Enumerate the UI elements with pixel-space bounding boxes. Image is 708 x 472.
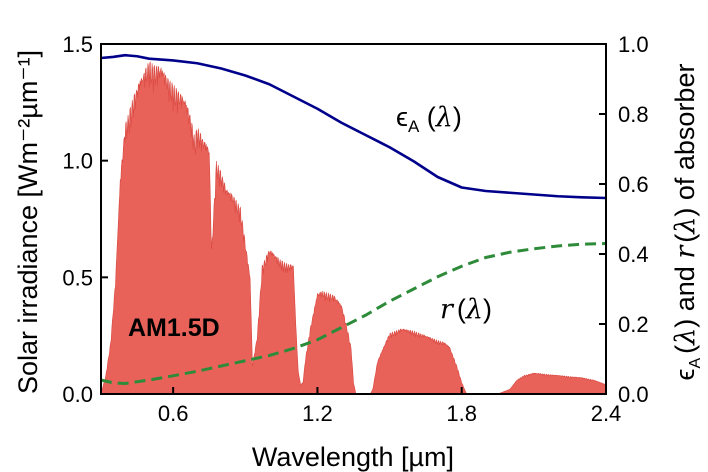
- left-y-tick-label: 1.5: [62, 32, 93, 57]
- right-title-eps-sub: A: [687, 358, 704, 369]
- right-y-tick-label: 0.2: [618, 312, 649, 337]
- reflectance-symbol: r: [440, 294, 455, 325]
- right-title-lambda-1: λ: [670, 328, 701, 346]
- x-tick-label: 1.2: [302, 401, 333, 426]
- emissivity-lambda: λ: [435, 102, 453, 133]
- right-y-tick-label: 0.6: [618, 172, 649, 197]
- x-axis-title: Wavelength [µm]: [252, 442, 454, 472]
- right-title-close-2: ): [670, 208, 700, 217]
- reflectance-lambda: λ: [465, 294, 483, 325]
- reflectance-open-paren: (: [457, 294, 466, 324]
- left-y-tick-label: 1.0: [62, 149, 93, 174]
- x-tick-label: 0.6: [158, 401, 189, 426]
- right-title-lambda-2: λ: [670, 217, 701, 235]
- emissivity-label: ϵA (λ): [396, 102, 462, 136]
- emissivity-symbol: ϵ: [396, 102, 408, 132]
- right-y-tick-label: 0.0: [618, 382, 649, 407]
- right-title-r: r: [670, 244, 701, 259]
- x-tick-label: 2.4: [591, 401, 622, 426]
- right-title-open-2: (: [670, 234, 700, 243]
- plot-frame: [100, 43, 607, 395]
- right-title-eps: ϵ: [670, 369, 700, 381]
- left-y-tick-label: 0.0: [62, 382, 93, 407]
- reflectance-close-paren: ): [483, 294, 492, 324]
- plot-content: [100, 53, 607, 395]
- right-y-tick-label: 1.0: [618, 32, 649, 57]
- reflectance-label: r (λ): [440, 294, 492, 325]
- x-tick-label: 1.8: [446, 401, 477, 426]
- am15d-spectrum-area: [100, 61, 607, 395]
- emissivity-open-paren: (: [419, 102, 436, 132]
- axis-ticks: 0.6 1.2 1.8 2.40.00.51.01.50.00.20.40.60.81…: [62, 32, 648, 426]
- right-y-tick-label: 0.8: [618, 102, 649, 127]
- right-title-close-1: ): [670, 319, 700, 328]
- am15d-label: AM1.5D: [128, 314, 220, 342]
- right-title-tail: of absorber: [670, 64, 700, 208]
- reflectance-curve: [100, 242, 607, 386]
- right-title-open-1: (: [670, 345, 700, 354]
- right-title-and: and: [670, 259, 700, 319]
- right-y-tick-label: 0.4: [618, 242, 649, 267]
- emissivity-close-paren: ): [453, 102, 462, 132]
- right-axis-title: ϵA(λ) and r(λ) of absorber: [670, 64, 704, 381]
- left-y-tick-label: 0.5: [62, 265, 93, 290]
- left-axis-title: Solar irradiance [Wm⁻²µm⁻¹]: [13, 50, 43, 394]
- emissivity-subscript: A: [408, 117, 420, 136]
- emissivity-curve: [100, 53, 607, 200]
